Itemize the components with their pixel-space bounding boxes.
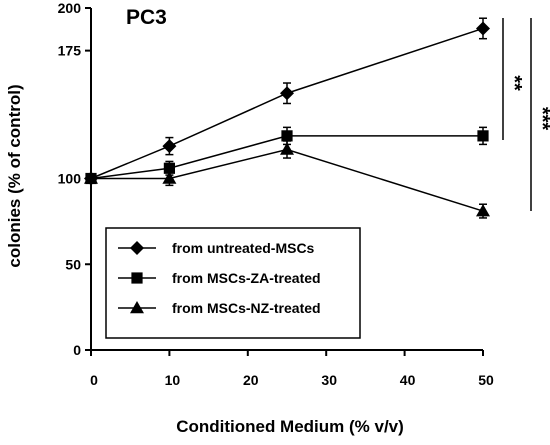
- data-point: [162, 171, 177, 184]
- y-tick-label: 50: [65, 256, 81, 272]
- legend-entry: from MSCs-ZA-treated: [172, 270, 321, 286]
- y-tick-label: 175: [58, 43, 82, 59]
- legend-entry: from untreated-MSCs: [172, 240, 315, 256]
- legend-marker: [130, 301, 144, 314]
- legend-marker: [130, 241, 144, 255]
- significance-label: ***: [531, 107, 550, 131]
- x-tick-label: 0: [90, 372, 98, 388]
- y-axis-label: colonies (% of control): [5, 84, 24, 267]
- x-tick-label: 30: [321, 372, 337, 388]
- series-line: [91, 148, 484, 212]
- y-tick-label: 100: [58, 171, 82, 187]
- y-tick-label: 200: [58, 0, 82, 16]
- data-point: [281, 130, 293, 142]
- x-tick-label: 20: [243, 372, 259, 388]
- series-line: [90, 135, 483, 180]
- x-axis-label: Conditioned Medium (% v/v): [176, 417, 404, 436]
- x-tick-label: 50: [478, 372, 494, 388]
- significance-label: **: [503, 75, 525, 91]
- y-tick-label: 0: [73, 342, 81, 358]
- chart-title: PC3: [126, 6, 167, 29]
- data-point: [476, 21, 490, 36]
- legend-box: [105, 227, 361, 339]
- legend-entry: from MSCs-NZ-treated: [172, 300, 321, 316]
- data-point: [162, 139, 177, 154]
- x-tick-label: 40: [400, 372, 416, 388]
- data-point: [163, 162, 175, 174]
- series-line: [90, 27, 484, 180]
- legend-marker: [131, 272, 143, 284]
- data-point: [477, 130, 489, 142]
- data-point: [280, 142, 294, 155]
- data-point: [84, 171, 98, 184]
- data-point: [280, 86, 294, 101]
- x-tick-label: 10: [165, 372, 181, 388]
- data-point: [476, 204, 490, 217]
